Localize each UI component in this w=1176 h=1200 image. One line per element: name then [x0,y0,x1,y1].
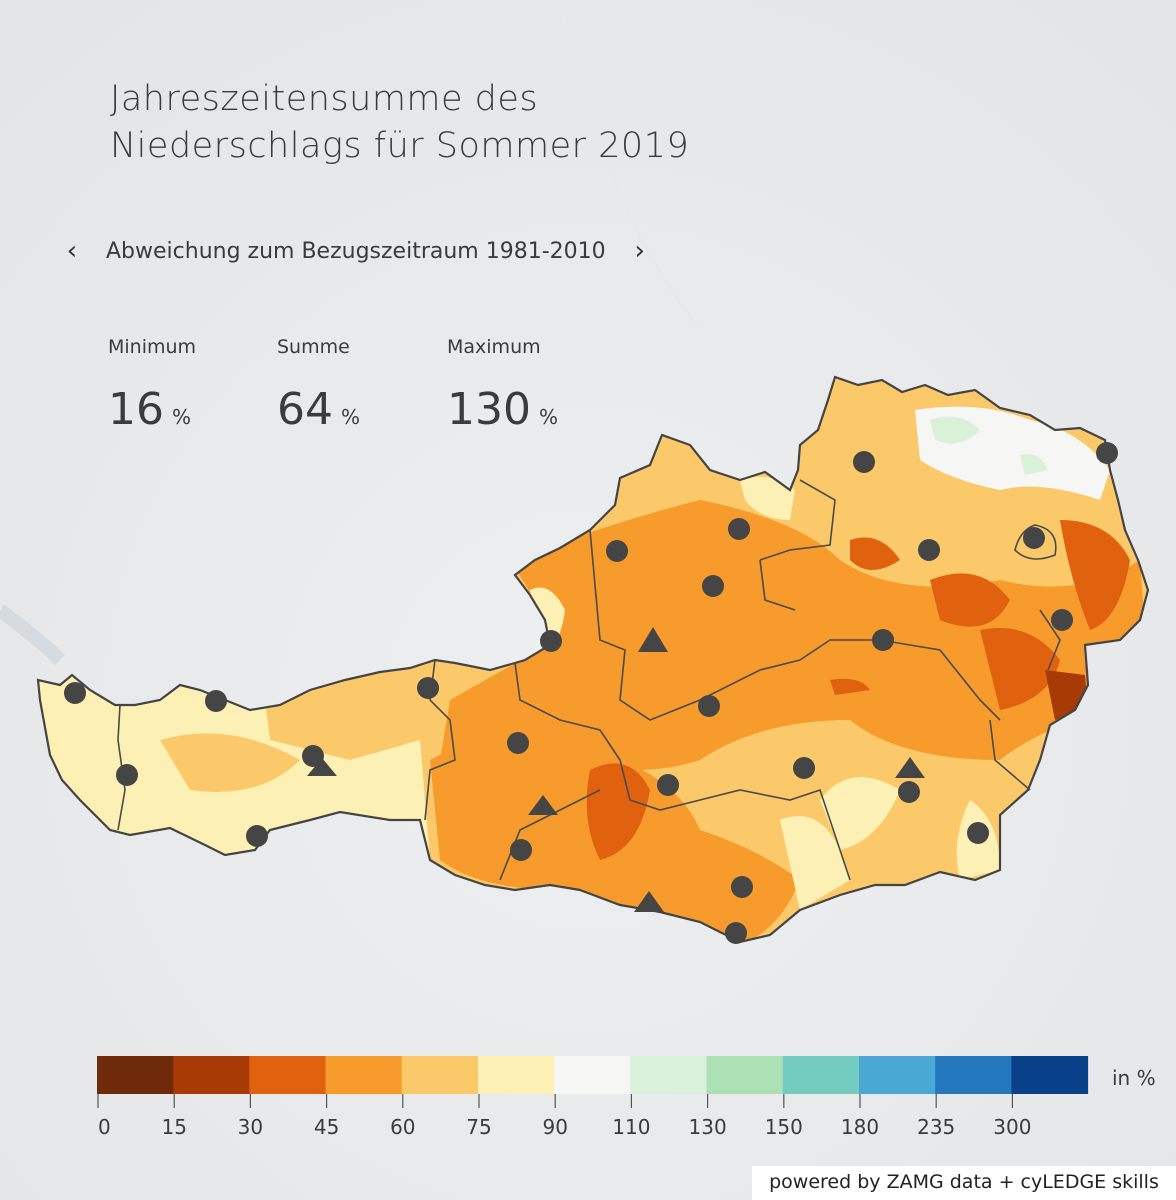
legend-swatch [782,1056,860,1094]
nav-label: Abweichung zum Bezugszeitraum 1981-2010 [106,238,606,264]
legend-tick-label: 180 [841,1115,879,1139]
legend-unit: in % [1112,1066,1156,1090]
legend-tick-label: 235 [917,1115,955,1139]
legend-tick-label: 75 [466,1115,491,1139]
legend-tick-label: 15 [161,1115,186,1139]
station-marker [793,757,815,779]
station-marker [540,630,562,652]
legend-swatch [935,1056,1012,1094]
station-marker [417,677,439,699]
legend-tick-label: 60 [390,1115,415,1139]
station-marker [246,825,268,847]
stat-maximum: Maximum 130% [447,336,558,435]
station-marker [698,695,720,717]
stat-label: Minimum [108,336,197,358]
station-marker [1051,609,1073,631]
station-marker [64,682,86,704]
legend-tick-label: 150 [765,1115,803,1139]
legend-swatch [630,1056,708,1094]
station-marker [1023,527,1045,549]
station-marker [606,540,628,562]
legend-swatch [859,1056,936,1094]
legend-swatch [478,1056,555,1094]
legend-swatch [401,1056,479,1094]
station-marker [918,539,940,561]
legend: 0 15 30 45 60 75 90 110 130 150 180 235 300 [97,1056,1089,1139]
station-marker [898,781,920,803]
station-marker [725,922,747,944]
station-marker [967,822,989,844]
reference-period-nav: ‹ Abweichung zum Bezugszeitraum 1981-201… [62,236,650,266]
state-borders [117,479,1061,881]
legend-tick-label: 90 [542,1115,567,1139]
station-marker [507,732,529,754]
legend-tick-label: 30 [238,1115,263,1139]
chevron-left-icon[interactable]: ‹ [66,236,78,266]
station-marker [302,745,324,767]
legend-swatch [97,1056,174,1094]
station-marker [1096,442,1118,464]
legend-swatch [554,1056,631,1094]
legend-swatch [706,1056,784,1094]
station-markers [64,442,1118,944]
austria-precipitation-map[interactable] [0,0,1176,1050]
station-marker [510,839,532,861]
station-marker [205,690,227,712]
station-marker [116,764,138,786]
station-marker [872,629,894,651]
legend-tick-label: 300 [993,1115,1031,1139]
stat-label: Maximum [447,336,541,358]
legend-swatch [325,1056,403,1094]
mountain-station-marker [528,795,558,815]
stat-value: 64 [277,384,333,435]
legend-tick-label: 45 [314,1115,339,1139]
legend-tick-label: 110 [612,1115,650,1139]
legend-tick-label: 0 [98,1115,111,1139]
chevron-right-icon[interactable]: › [634,236,645,266]
station-marker [853,451,875,473]
station-marker [657,774,679,796]
stat-unit: % [172,405,192,429]
stat-unit: % [538,405,558,429]
stat-minimum: Minimum 16% [108,336,196,435]
station-marker [702,575,724,597]
stat-value: 16 [108,384,164,435]
legend-swatch [1011,1056,1089,1094]
credit-text: powered by ZAMG data + cyLEDGE skills [752,1166,1176,1200]
mountain-station-marker [895,757,925,778]
title-line-2: Niederschlags für Sommer 2019 [110,126,690,166]
stat-summe: Summe 64% [277,336,360,435]
page-title: Jahreszeitensumme des Niederschlags für … [110,76,689,170]
station-marker [731,876,753,898]
stat-unit: % [341,405,361,429]
mountain-station-marker [307,758,337,776]
station-marker [728,518,750,540]
mountain-station-marker [638,627,668,652]
legend-swatch [249,1056,327,1094]
legend-swatch [173,1056,250,1094]
title-line-1: Jahreszeitensumme des [110,79,539,119]
stat-value: 130 [447,384,531,435]
legend-tick-label: 130 [689,1115,727,1139]
stat-label: Summe [277,336,350,358]
mountain-station-marker [634,891,664,912]
